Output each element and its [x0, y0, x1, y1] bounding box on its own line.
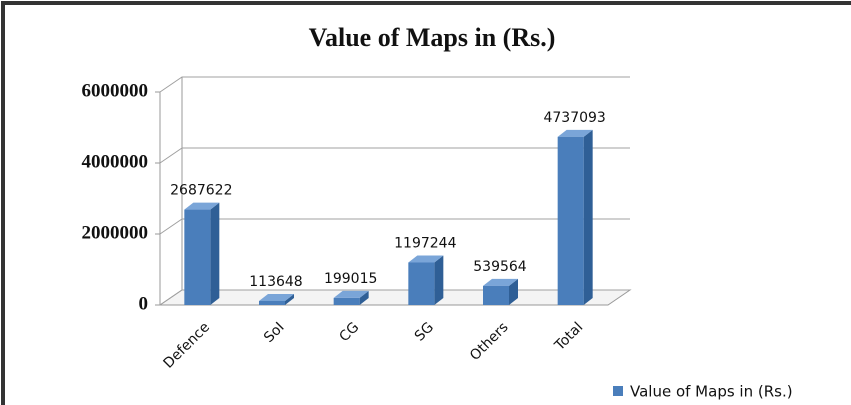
bar-top [184, 202, 220, 210]
bar-side [583, 129, 593, 305]
bar [333, 297, 360, 305]
value-label: 1197244 [394, 235, 456, 251]
bar [259, 300, 285, 305]
bar [557, 136, 584, 305]
grid-line [159, 289, 630, 306]
bar-top [483, 278, 518, 286]
bar-side [434, 255, 444, 305]
legend-swatch [613, 386, 623, 396]
legend-label: Value of Maps in (Rs.) [630, 383, 793, 401]
bar-side [285, 293, 294, 305]
grid-line [159, 147, 630, 164]
bar-top [557, 129, 593, 137]
bar-side [509, 278, 518, 305]
bar [184, 209, 211, 305]
grid-line [159, 76, 630, 93]
y-tick-label: 0 [139, 293, 149, 314]
value-label: 4737093 [543, 110, 605, 126]
bar-top [333, 290, 369, 298]
y-tick-label: 6000000 [82, 80, 149, 101]
chart-title: Value of Maps in (Rs.) [309, 23, 556, 52]
value-label: 199015 [324, 271, 377, 287]
bar [483, 285, 509, 305]
value-label: 113648 [249, 274, 302, 290]
bar-top [408, 255, 444, 263]
y-tick-label: 4000000 [82, 151, 149, 172]
value-label: 539564 [473, 259, 527, 275]
value-label: 2687622 [170, 183, 232, 199]
grid-line [159, 218, 630, 235]
bar [408, 262, 435, 305]
bar-side [210, 202, 220, 305]
bar-side [359, 290, 369, 305]
bar-top [259, 293, 294, 301]
y-tick-label: 2000000 [82, 222, 149, 243]
